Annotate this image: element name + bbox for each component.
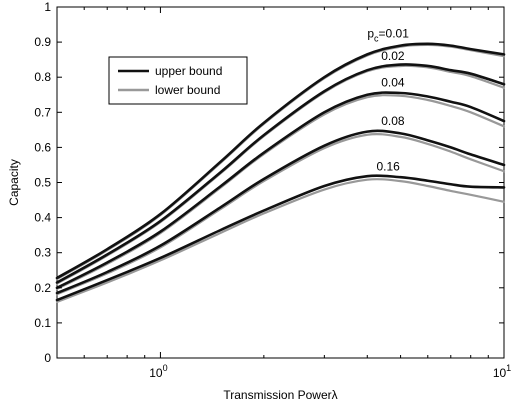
curve-labels: pc=0.01 0.02 0.04 0.08 0.16 bbox=[367, 26, 409, 173]
upper-bound-curve-pc-0.04 bbox=[55, 91, 506, 290]
lower-bound-curve-pc-0.16 bbox=[55, 178, 506, 303]
upper-bound-curve-pc-0.16 bbox=[55, 174, 506, 302]
curve-label: 0.08 bbox=[381, 114, 405, 128]
axis-ticks: 0 0.1 0.2 0.3 0.4 0.5 0.6 0.7 0.8 0.9 1 100 101 bbox=[34, 0, 511, 380]
y-tick-label: 0.5 bbox=[34, 176, 51, 190]
series-layer bbox=[55, 42, 506, 303]
y-tick-label: 1 bbox=[44, 0, 51, 14]
y-tick-label: 0.4 bbox=[34, 211, 51, 225]
upper-bound-curve-pc-0.01 bbox=[55, 42, 506, 280]
y-tick-label: 0.6 bbox=[34, 140, 51, 154]
legend: upper bound lower bound bbox=[108, 56, 248, 105]
y-tick-label: 0.9 bbox=[34, 35, 51, 49]
legend-box bbox=[108, 56, 248, 105]
y-tick-label: 0 bbox=[44, 351, 51, 365]
x-tick-label: 100 bbox=[149, 363, 167, 380]
y-tick-label: 0.8 bbox=[34, 70, 51, 84]
legend-label: lower bound bbox=[155, 83, 220, 97]
y-tick-label: 0.3 bbox=[34, 246, 51, 260]
y-axis-label: Capacity bbox=[7, 159, 21, 206]
curve-label: 0.02 bbox=[381, 49, 405, 63]
legend-label: upper bound bbox=[155, 64, 222, 78]
x-tick-label: 101 bbox=[493, 363, 511, 380]
x-axis-label: Transmission Powerλ bbox=[223, 388, 337, 402]
y-tick-label: 0.2 bbox=[34, 281, 51, 295]
upper-bound-curve-pc-0.02 bbox=[55, 63, 506, 284]
curve-label: 0.04 bbox=[381, 75, 405, 89]
curve-label: pc=0.01 bbox=[367, 26, 409, 43]
upper-bound-curve-pc-0.08 bbox=[55, 129, 506, 295]
y-tick-label: 0.7 bbox=[34, 105, 51, 119]
curve-label: 0.16 bbox=[376, 160, 400, 174]
lower-bound-curve-pc-0.08 bbox=[55, 132, 506, 296]
y-tick-label: 0.1 bbox=[34, 316, 51, 330]
